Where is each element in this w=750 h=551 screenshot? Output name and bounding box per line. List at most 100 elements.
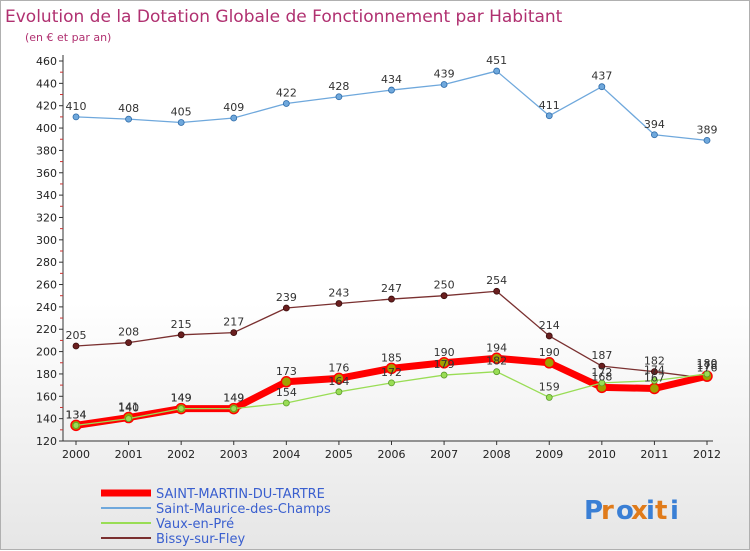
y-tick-label: 340	[36, 189, 57, 202]
data-point	[125, 339, 132, 347]
x-tick-label: 2002	[167, 448, 195, 461]
x-tick-label: 2006	[378, 448, 406, 461]
y-tick-label: 260	[36, 279, 57, 292]
data-point	[282, 304, 290, 312]
data-label: 149	[171, 392, 192, 405]
data-point	[177, 331, 185, 339]
series-bissy-sur-fley	[72, 287, 711, 382]
data-point	[72, 342, 80, 350]
y-tick-label: 460	[36, 55, 57, 68]
data-label: 141	[118, 401, 139, 414]
data-label: 182	[486, 355, 507, 368]
x-tick-label: 2004	[272, 448, 300, 461]
data-point	[440, 81, 448, 88]
y-tick-label: 420	[36, 100, 57, 113]
data-point	[651, 377, 658, 385]
data-label: 405	[171, 105, 192, 118]
chart-title: Evolution de la Dotation Globale de Fonc…	[5, 7, 563, 27]
data-label: 214	[539, 319, 560, 332]
data-point	[72, 113, 80, 121]
axes: 120 140 160 180 200 220 240 260 280 300 320 340 360 3…	[36, 55, 721, 461]
data-label: 179	[434, 358, 455, 371]
data-point	[177, 119, 185, 126]
data-label: 451	[486, 54, 507, 67]
y-tick-label: 180	[36, 368, 57, 381]
data-label: 172	[591, 366, 612, 379]
x-tick-label: 2009	[535, 448, 563, 461]
data-point	[493, 67, 501, 75]
series-saint-maurice-des-champs	[72, 67, 711, 144]
series-layer: 410 408 405 409 422 428 434 439 451 411 437 394 389 2…	[66, 54, 718, 432]
data-point	[282, 399, 290, 407]
data-label: 250	[434, 279, 455, 292]
data-label: 428	[328, 80, 349, 93]
data-label: 205	[66, 329, 87, 342]
series-saint-martin-du-tartre	[70, 352, 713, 432]
data-label: 409	[223, 101, 244, 114]
data-point	[490, 352, 503, 365]
logo-letter: i	[670, 496, 679, 526]
legend-item: Vaux-en-Pré	[101, 517, 234, 532]
legend: SAINT-MARTIN-DU-TARTRESaint-Maurice-des-…	[101, 487, 331, 547]
logo-letter: r	[601, 496, 614, 526]
data-point	[230, 405, 238, 412]
data-point	[598, 362, 606, 370]
y-tick-label: 280	[36, 256, 57, 269]
x-tick-label: 2001	[115, 448, 143, 461]
logo-letter: x	[631, 496, 648, 526]
legend-label: Saint-Maurice-des-Champs	[156, 502, 331, 517]
y-tick-label: 300	[36, 234, 57, 247]
data-point	[648, 382, 661, 395]
data-point	[703, 136, 711, 144]
legend-label: SAINT-MARTIN-DU-TARTRE	[156, 487, 325, 502]
data-label: 180	[697, 357, 718, 370]
data-label: 159	[539, 380, 560, 393]
x-tick-label: 2010	[588, 448, 616, 461]
data-point	[230, 114, 238, 122]
data-point	[651, 131, 658, 139]
data-point	[388, 86, 395, 94]
labels-vaux-en-pr-: 134 140 149 149 154 164 172 179 182 159 172 174 180	[66, 355, 718, 422]
data-label: 408	[118, 102, 139, 115]
data-label: 190	[434, 346, 455, 359]
data-label: 154	[276, 386, 297, 399]
y-tick-label: 440	[36, 77, 57, 90]
data-label: 149	[171, 392, 192, 405]
data-point	[335, 388, 343, 396]
data-label: 164	[328, 375, 349, 388]
y-tick-label: 220	[36, 323, 57, 336]
data-point	[493, 287, 501, 295]
data-label: 178	[697, 359, 718, 372]
data-point	[125, 115, 132, 123]
data-label: 182	[644, 355, 665, 368]
legend-item: Bissy-sur-Fley	[101, 532, 246, 547]
data-label: 254	[486, 274, 507, 287]
data-point	[545, 112, 553, 120]
data-point	[230, 329, 238, 336]
data-label: 176	[328, 361, 349, 374]
x-tick-label: 2011	[640, 448, 668, 461]
data-label: 190	[539, 346, 560, 359]
data-label: 411	[539, 99, 560, 112]
data-point	[703, 370, 711, 378]
data-label: 247	[381, 282, 402, 295]
data-label: 217	[223, 316, 244, 329]
data-point	[335, 300, 343, 307]
data-point	[72, 421, 80, 429]
data-label: 168	[591, 370, 612, 383]
data-label: 389	[697, 123, 718, 136]
labels-saint-maurice-des-champs: 410 408 405 409 422 428 434 439 451 411 437 394 389	[66, 54, 718, 136]
data-point	[125, 415, 132, 423]
data-label: 410	[66, 100, 87, 113]
data-point	[440, 292, 448, 300]
x-tick-label: 2000	[62, 448, 90, 461]
data-point	[280, 376, 293, 388]
legend-label: Bissy-sur-Fley	[156, 532, 246, 547]
legend-label: Vaux-en-Pré	[156, 517, 234, 532]
data-point	[543, 357, 555, 369]
x-tick-label: 2012	[693, 448, 721, 461]
data-point	[598, 379, 606, 387]
y-tick-label: 200	[36, 346, 57, 359]
legend-item: Saint-Maurice-des-Champs	[101, 502, 331, 517]
